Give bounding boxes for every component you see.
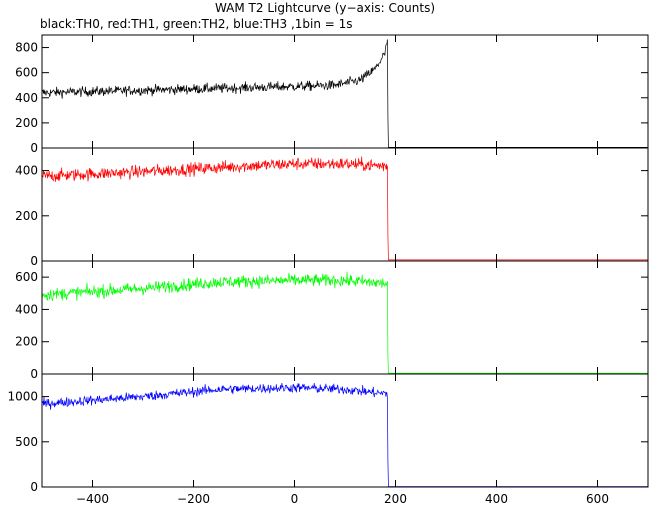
y-tick-label-th1: 200 [15,209,38,223]
x-tick-label: 0 [291,492,299,505]
y-tick-label-th0: 600 [15,66,38,80]
chart-subtitle: black:TH0, red:TH1, green:TH2, blue:TH3 … [40,17,353,31]
panel-th2-frame [41,260,649,375]
y-tick-label-th0: 400 [15,91,38,105]
panel-th1-frame [41,147,649,262]
y-tick-label-th0: 0 [30,141,38,155]
y-tick-label-th0: 800 [15,41,38,55]
panel-th3-frame [41,373,649,488]
series-th1-line [41,156,648,261]
x-tick-label: 600 [586,492,609,505]
series-th3-line [41,382,648,487]
y-tick-label-th2: 400 [15,302,38,316]
y-tick-label-th1: 0 [30,254,38,268]
y-tick-label-th1: 400 [15,164,38,178]
y-tick-label-th2: 200 [15,335,38,349]
series-th0-line [41,39,648,148]
y-tick-label-th2: 600 [15,270,38,284]
x-tick-label: −400 [76,492,109,505]
series-th2-line [41,271,648,374]
y-tick-label-th3: 500 [15,435,38,449]
x-tick-label: 200 [384,492,407,505]
x-tick-label: −200 [177,492,210,505]
y-tick-label-th0: 200 [15,116,38,130]
y-tick-label-th2: 0 [30,367,38,381]
chart-title: WAM T2 Lightcurve (y−axis: Counts) [214,1,436,15]
y-tick-label-th3: 1000 [7,390,38,404]
x-tick-label: 400 [485,492,508,505]
y-tick-label-th3: 0 [30,480,38,494]
